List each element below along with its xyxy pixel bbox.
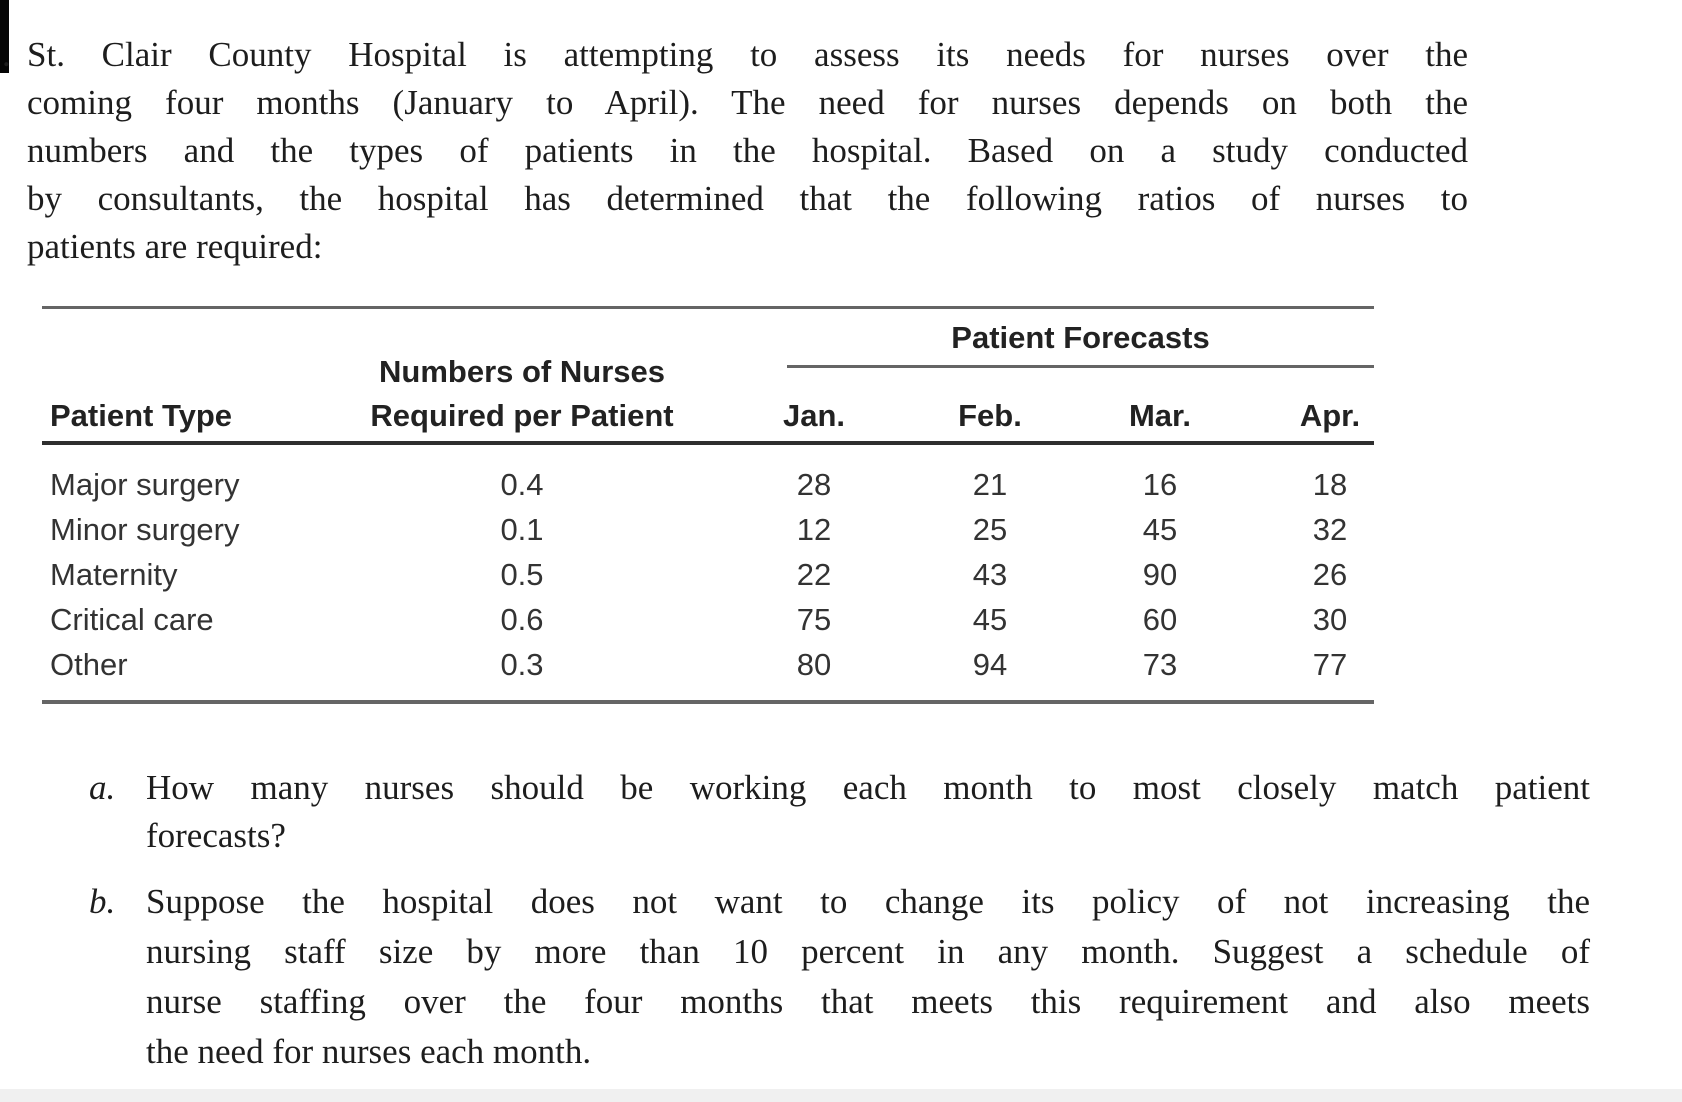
forecasts-underline-rule — [787, 365, 1374, 368]
cell-apr: 30 — [1312, 602, 1348, 637]
question-a-label: a. — [89, 768, 116, 807]
cell-mar: 73 — [1142, 647, 1178, 682]
table-bottom-rule — [42, 700, 1374, 704]
cell-mar: 60 — [1142, 602, 1178, 637]
cell-apr: 32 — [1312, 512, 1348, 547]
cell-mar: 16 — [1142, 467, 1178, 502]
scan-bottom-strip — [0, 1089, 1682, 1102]
cell-ratio: 0.4 — [500, 467, 544, 502]
forecasts-spanner-header: Patient Forecasts — [951, 320, 1210, 355]
cell-patient-type: Critical care — [50, 602, 214, 637]
cell-apr: 26 — [1312, 557, 1348, 592]
problem-statement-line: by consultants, the hospital has determi… — [27, 179, 1468, 218]
cell-feb: 43 — [972, 557, 1008, 592]
table-row: Other 0.3 80 94 73 77 — [42, 642, 1374, 687]
cell-feb: 45 — [972, 602, 1008, 637]
question-b-line: nurse staffing over the four months that… — [146, 982, 1590, 1021]
problem-statement: St. Clair County Hospital is attempting … — [27, 31, 1468, 271]
cell-mar: 90 — [1142, 557, 1178, 592]
nurse-ratio-table: Patient Forecasts Patient Type Numbers o… — [42, 306, 1374, 706]
question-a-line: How many nurses should be working each m… — [146, 768, 1590, 807]
cell-patient-type: Other — [50, 647, 128, 682]
problem-statement-line: numbers and the types of patients in the… — [27, 131, 1468, 170]
header-month-feb: Feb. — [958, 398, 1022, 433]
header-nurses-line2: Required per Patient — [370, 398, 674, 433]
cell-apr: 18 — [1312, 467, 1348, 502]
table-header-rule — [42, 441, 1374, 445]
cell-patient-type: Maternity — [50, 557, 178, 592]
cell-patient-type: Major surgery — [50, 467, 240, 502]
problem-statement-line: patients are required: — [27, 227, 323, 266]
cell-jan: 80 — [796, 647, 832, 682]
cell-jan: 28 — [796, 467, 832, 502]
header-nurses-per-patient: Numbers of Nurses Required per Patient — [322, 350, 722, 438]
question-b-label: b. — [89, 882, 116, 921]
header-month-apr: Apr. — [1299, 398, 1361, 433]
cell-jan: 12 — [796, 512, 832, 547]
cell-ratio: 0.6 — [500, 602, 544, 637]
question-b-line: Suppose the hospital does not want to ch… — [146, 882, 1590, 921]
list-item-marker: . — [2, 35, 11, 74]
header-patient-type: Patient Type — [50, 398, 233, 433]
table-row: Minor surgery 0.1 12 25 45 32 — [42, 507, 1374, 552]
scan-corner-bar — [0, 0, 9, 73]
table-row: Critical care 0.6 75 45 60 30 — [42, 597, 1374, 642]
question-b-line: the need for nurses each month. — [146, 1032, 592, 1071]
table-body: Major surgery 0.4 28 21 16 18 Minor surg… — [42, 462, 1374, 687]
table-row: Maternity 0.5 22 43 90 26 — [42, 552, 1374, 597]
cell-ratio: 0.5 — [500, 557, 544, 592]
header-month-mar: Mar. — [1128, 398, 1192, 433]
problem-statement-line: coming four months (January to April). T… — [27, 83, 1468, 122]
table-top-rule — [42, 306, 1374, 309]
cell-patient-type: Minor surgery — [50, 512, 240, 547]
cell-jan: 22 — [796, 557, 832, 592]
cell-feb: 94 — [972, 647, 1008, 682]
header-nurses-line1: Numbers of Nurses — [379, 354, 665, 389]
question-b-line: nursing staff size by more than 10 perce… — [146, 932, 1590, 971]
problem-statement-line: St. Clair County Hospital is attempting … — [27, 35, 1468, 74]
question-a-line: forecasts? — [146, 816, 286, 855]
cell-feb: 21 — [972, 467, 1008, 502]
question-a-text: How many nurses should be working each m… — [146, 764, 1590, 860]
cell-feb: 25 — [972, 512, 1008, 547]
table-header-row: Patient Type Numbers of Nurses Required … — [42, 346, 1374, 438]
table-row: Major surgery 0.4 28 21 16 18 — [42, 462, 1374, 507]
cell-ratio: 0.1 — [500, 512, 544, 547]
cell-jan: 75 — [796, 602, 832, 637]
cell-mar: 45 — [1142, 512, 1178, 547]
question-b-text: Suppose the hospital does not want to ch… — [146, 877, 1590, 1077]
header-month-jan: Jan. — [782, 398, 846, 433]
cell-apr: 77 — [1312, 647, 1348, 682]
cell-ratio: 0.3 — [500, 647, 544, 682]
